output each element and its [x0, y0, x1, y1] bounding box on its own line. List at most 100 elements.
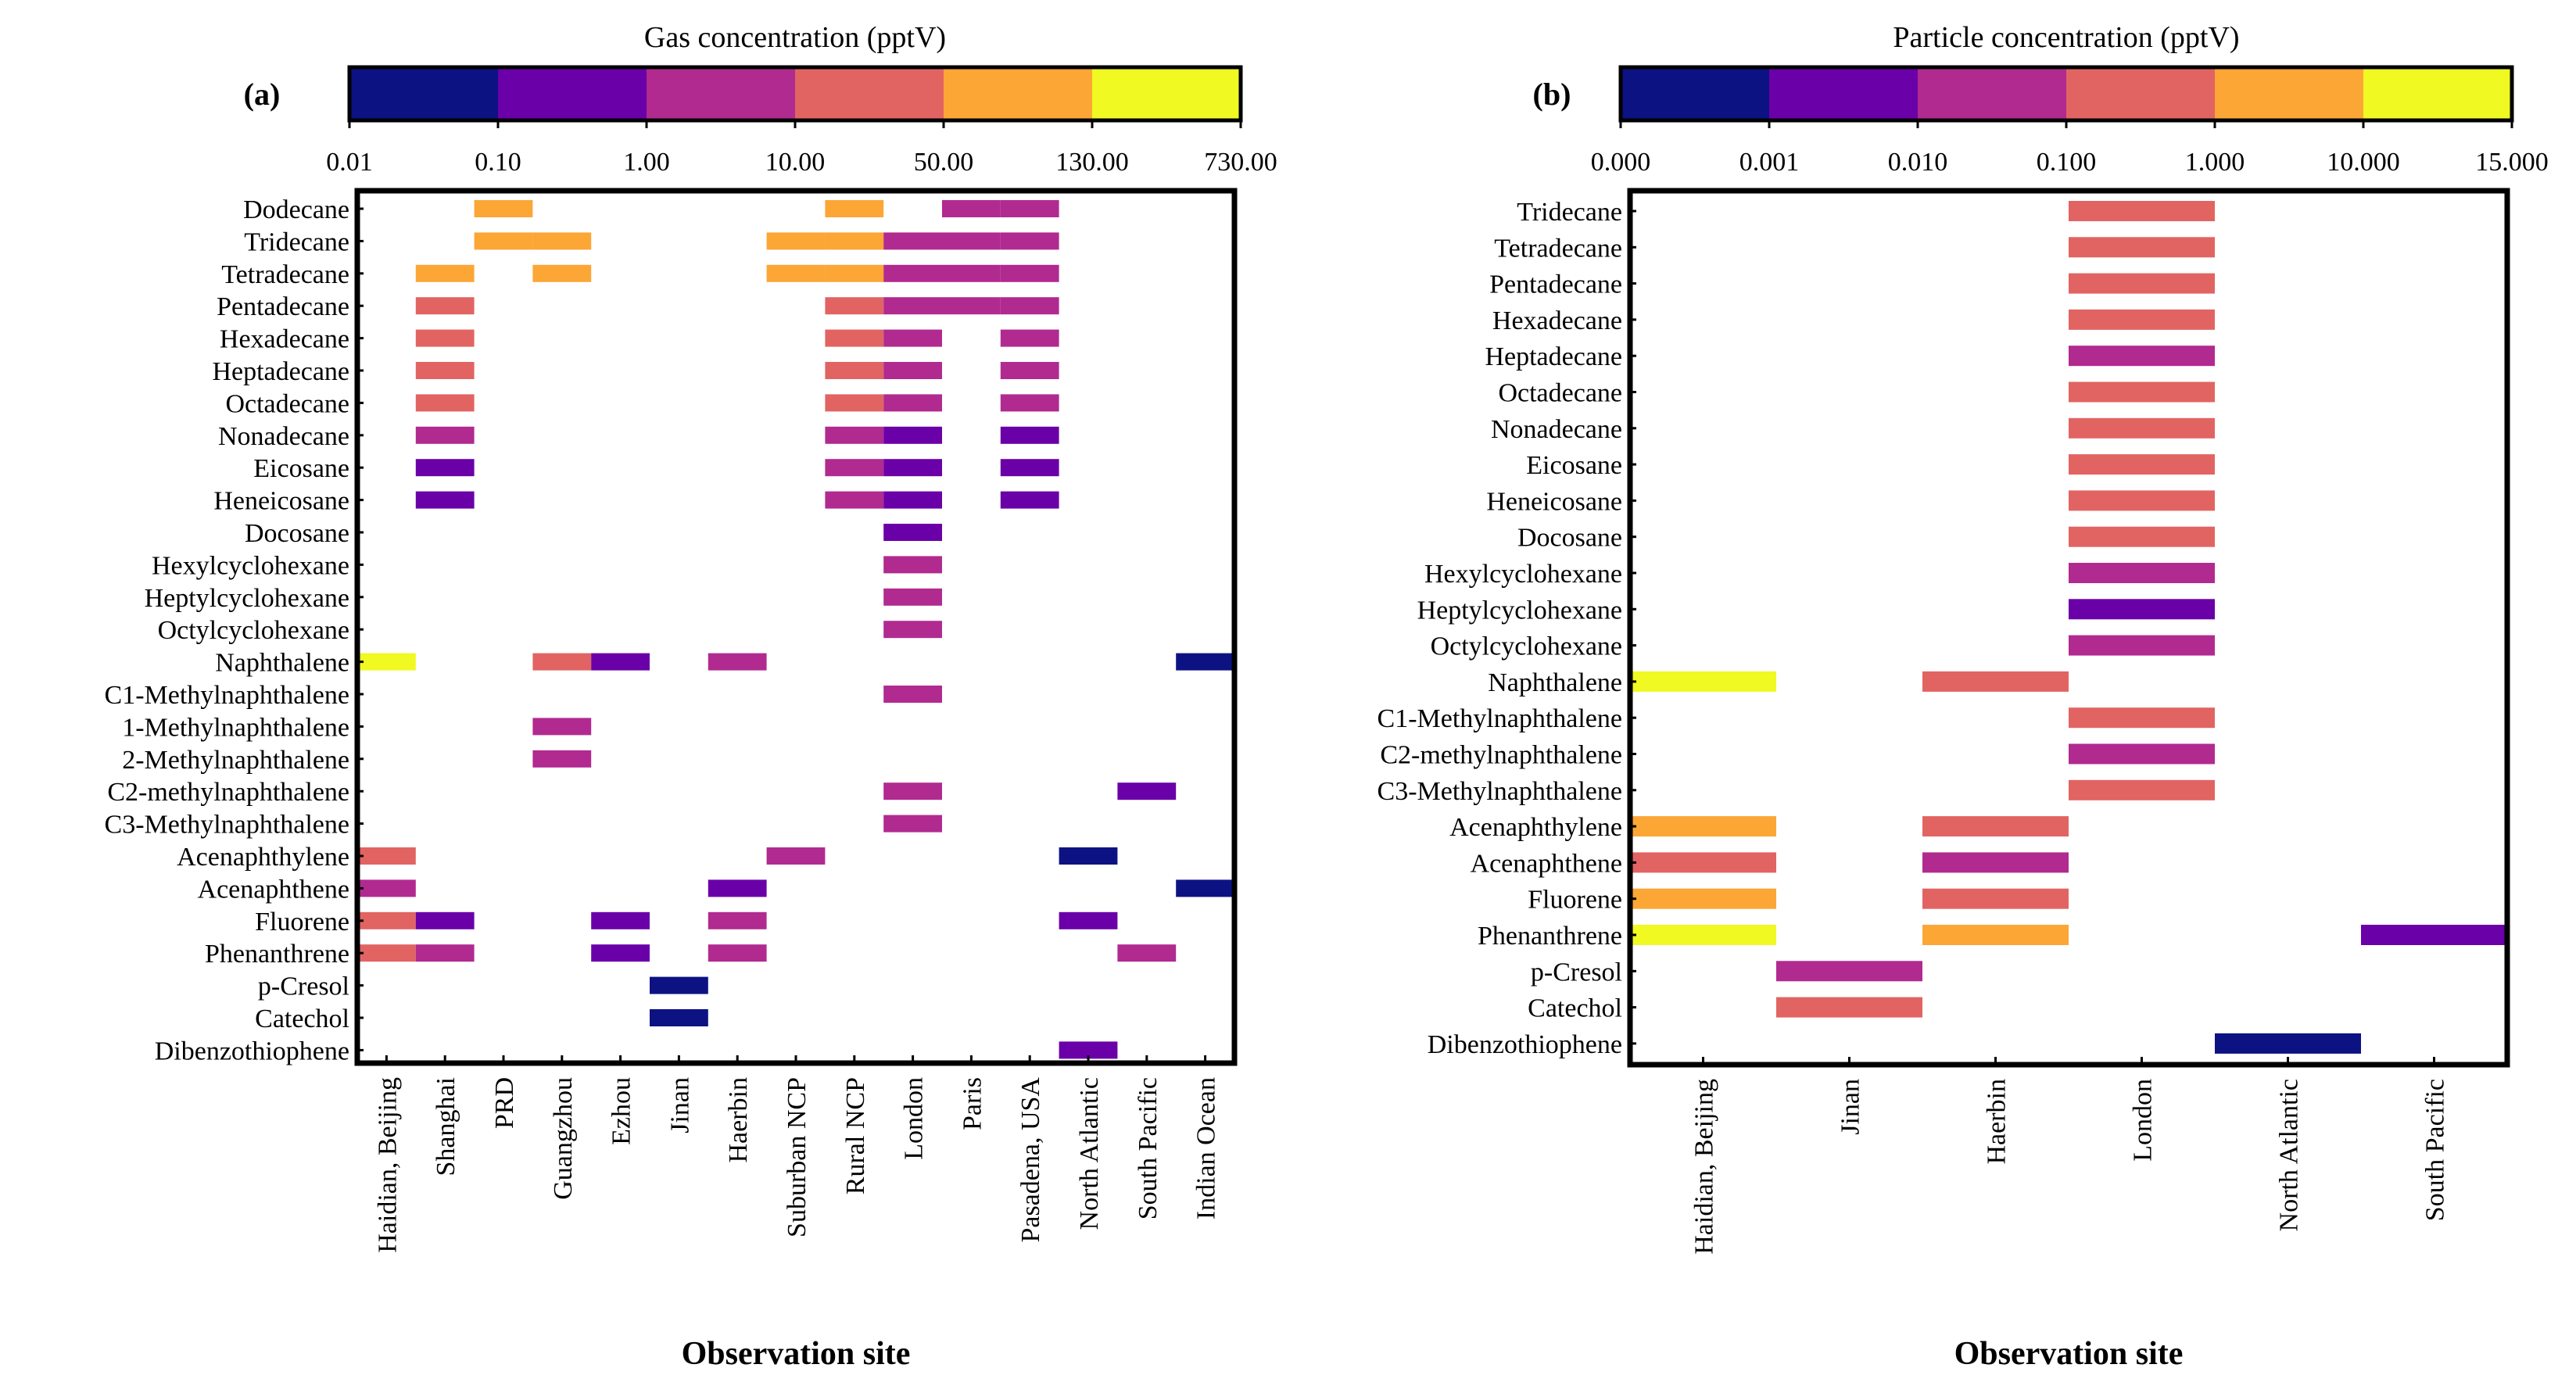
panel-b-colorbar-tick-label: 10.000	[2327, 148, 2400, 177]
panel-a-cell-phenanthrene-south-pacific	[1117, 944, 1177, 962]
panel-b-cell-hexadecane-london	[2069, 309, 2215, 330]
panel-a-cell-docosane-london	[883, 524, 942, 541]
panel-a-cell-hexadecane-rural-ncp	[825, 329, 884, 347]
panel-b-cell-octadecane-london	[2069, 381, 2215, 403]
panel-b-cell-fluorene-haerbin	[1922, 888, 2069, 909]
panel-b-cell-pentadecane-london	[2069, 273, 2215, 294]
panel-a-cell-eicosane-pasadena-usa	[1000, 459, 1059, 477]
panel-b-y-label-nonadecane: Nonadecane	[1491, 415, 1622, 444]
panel-a-cell-pentadecane-london	[883, 297, 942, 315]
panel-a-cell-tetradecane-london	[883, 264, 942, 282]
panel-a-cell-tetradecane-rural-ncp	[825, 264, 884, 282]
panel-b-cell-c2-methylnaphthalene-london	[2069, 743, 2215, 765]
panel-a-cell-eicosane-london	[883, 459, 942, 477]
panel-b-cell-acenaphthene-haerbin	[1922, 852, 2069, 873]
panel-a-cell-heneicosane-rural-ncp	[825, 491, 884, 509]
panel-a-cell-octadecane-london	[883, 394, 942, 412]
panel-a-x-label-haerbin: Haerbin	[724, 1077, 753, 1163]
panel-a-cell-hexylcyclohexane-london	[883, 556, 942, 574]
panel-a-y-label-acenaphthene: Acenaphthene	[198, 875, 349, 904]
panel-b-cell-fluorene-haidian-beijing	[1630, 888, 1776, 909]
panel-a-x-label-indian-ocean: Indian Ocean	[1192, 1077, 1221, 1219]
panel-a-colorbar-tick-label: 1.00	[623, 148, 670, 177]
panel-b-x-label-haidian-beijing: Haidian, Beijing	[1690, 1079, 1719, 1255]
panel-b-cell-nonadecane-london	[2069, 417, 2215, 439]
panel-a-x-label-haidian-beijing: Haidian, Beijing	[373, 1077, 402, 1253]
panel-b-y-label-tridecane: Tridecane	[1517, 198, 1622, 227]
panel-a-cell-nonadecane-rural-ncp	[825, 426, 884, 444]
panel-b-y-label-eicosane: Eicosane	[1526, 451, 1622, 480]
panel-a-cell-heptadecane-london	[883, 362, 942, 379]
panel-b-cell-c3-methylnaphthalene-london	[2069, 779, 2215, 800]
panel-a-y-label-c3-methylnaphthalene: C3-Methylnaphthalene	[105, 811, 349, 840]
panel-a-y-label-eicosane: Eicosane	[253, 454, 349, 483]
panel-a-cell-dibenzothiophene-north-atlantic	[1059, 1041, 1118, 1059]
panel-a-cell-tridecane-guangzhou	[532, 232, 592, 250]
panel-a-y-label-catechol: Catechol	[255, 1004, 349, 1033]
panel-b-cell-c1-methylnaphthalene-london	[2069, 707, 2215, 729]
panel-a-colorbar-tick-label: 0.10	[475, 148, 521, 177]
panel-a-y-label-octylcyclohexane: Octylcyclohexane	[158, 616, 349, 645]
panel-a-cell-heneicosane-london	[883, 491, 942, 509]
panel-a-y-label-dibenzothiophene: Dibenzothiophene	[155, 1037, 349, 1065]
panel-b-y-label-naphthalene: Naphthalene	[1488, 668, 1622, 697]
panel-a-cell-naphthalene-ezhou	[591, 653, 650, 671]
panel-b-colorbar-tick-label: 1.000	[2185, 148, 2245, 177]
panel-a-cell-heptadecane-rural-ncp	[825, 362, 884, 379]
panel-a-x-label-north-atlantic: North Atlantic	[1075, 1077, 1104, 1230]
panel-b-cell-naphthalene-haidian-beijing	[1630, 671, 1776, 692]
panel-a-cell-tridecane-london	[883, 232, 942, 250]
panel-a-y-label-pentadecane: Pentadecane	[217, 292, 349, 321]
panel-a-y-label-octadecane: Octadecane	[225, 389, 349, 418]
panel-b-cell-heptylcyclohexane-london	[2069, 599, 2215, 620]
panel-a-cell-tetradecane-pasadena-usa	[1000, 264, 1059, 282]
panel-b-y-label-c1-methylnaphthalene: C1-Methylnaphthalene	[1378, 704, 1622, 733]
panel-a-panel-label: (a)	[244, 77, 281, 112]
panel-a-cell-fluorene-ezhou	[591, 911, 650, 929]
panel-a-y-label-docosane: Docosane	[245, 519, 349, 548]
panel-a-cell-heptylcyclohexane-london	[883, 588, 942, 606]
panel-a-cell-heptadecane-shanghai	[415, 362, 475, 379]
panel-a-colorbar-title: Gas concentration (pptV)	[644, 21, 946, 54]
panel-a-y-label-c2-methylnaphthalene: C2-methylnaphthalene	[107, 778, 349, 807]
panel-a-colorbar-segment	[498, 67, 647, 120]
panel-b-cell-phenanthrene-haidian-beijing	[1630, 925, 1776, 945]
panel-a-cell-naphthalene-guangzhou	[532, 653, 592, 671]
panel-a-cell-fluorene-shanghai	[415, 911, 475, 929]
panel-a-cell-dodecane-pasadena-usa	[1000, 200, 1059, 217]
panel-a-cell-tridecane-paris	[942, 232, 1001, 250]
panel-b-x-label-jinan: Jinan	[1836, 1079, 1865, 1135]
panel-b-y-label-docosane: Docosane	[1517, 524, 1622, 553]
panel-a-cell-eicosane-rural-ncp	[825, 459, 884, 477]
panel-a-cell-acenaphthene-indian-ocean	[1176, 879, 1234, 897]
panel-a-y-label-heptylcyclohexane: Heptylcyclohexane	[145, 584, 349, 613]
panel-a-cell-c2-methylnaphthalene-south-pacific	[1117, 782, 1177, 800]
panel-a-y-label-fluorene: Fluorene	[255, 908, 349, 936]
panel-b-cell-heneicosane-london	[2069, 490, 2215, 511]
panel-b-cell-dibenzothiophene-north-atlantic	[2215, 1033, 2361, 1054]
panel-a-cell-pentadecane-shanghai	[415, 297, 475, 315]
panel-b-colorbar-segment	[2066, 67, 2216, 120]
panel-a-cell-tetradecane-guangzhou	[532, 264, 592, 282]
panel-a-cell-hexadecane-shanghai	[415, 329, 475, 347]
panel-a-x-label-guangzhou: Guangzhou	[549, 1077, 578, 1200]
panel-b-colorbar-tick-label: 0.001	[1739, 148, 1800, 177]
panel-b-y-label-acenaphthylene: Acenaphthylene	[1449, 813, 1622, 842]
panel-a-colorbar-segment	[349, 67, 499, 120]
panel-a-cell-fluorene-north-atlantic	[1059, 911, 1118, 929]
panel-b-y-label-tetradecane: Tetradecane	[1494, 234, 1622, 263]
panel-a-cell-acenaphthene-haerbin	[708, 879, 767, 897]
panel-b-y-label-hexylcyclohexane: Hexylcyclohexane	[1424, 560, 1622, 589]
panel-b-y-label-dibenzothiophene: Dibenzothiophene	[1428, 1030, 1622, 1059]
panel-a-cell-heneicosane-shanghai	[415, 491, 475, 509]
panel-a-cell-hexadecane-pasadena-usa	[1000, 329, 1059, 347]
panel-b-cell-acenaphthylene-haidian-beijing	[1630, 816, 1776, 837]
panel-b-colorbar-segment	[1918, 67, 2067, 120]
panel-b-y-label-hexadecane: Hexadecane	[1492, 306, 1622, 335]
panel-a-cell-phenanthrene-haidian-beijing	[357, 944, 416, 962]
panel-a-cell-heneicosane-pasadena-usa	[1000, 491, 1059, 509]
panel-a-cell-dodecane-rural-ncp	[825, 200, 884, 217]
panel-b-cell-hexylcyclohexane-london	[2069, 563, 2215, 583]
panel-b-cell-p-cresol-jinan	[1776, 961, 1922, 982]
panel-b-cell-phenanthrene-south-pacific	[2361, 925, 2507, 945]
